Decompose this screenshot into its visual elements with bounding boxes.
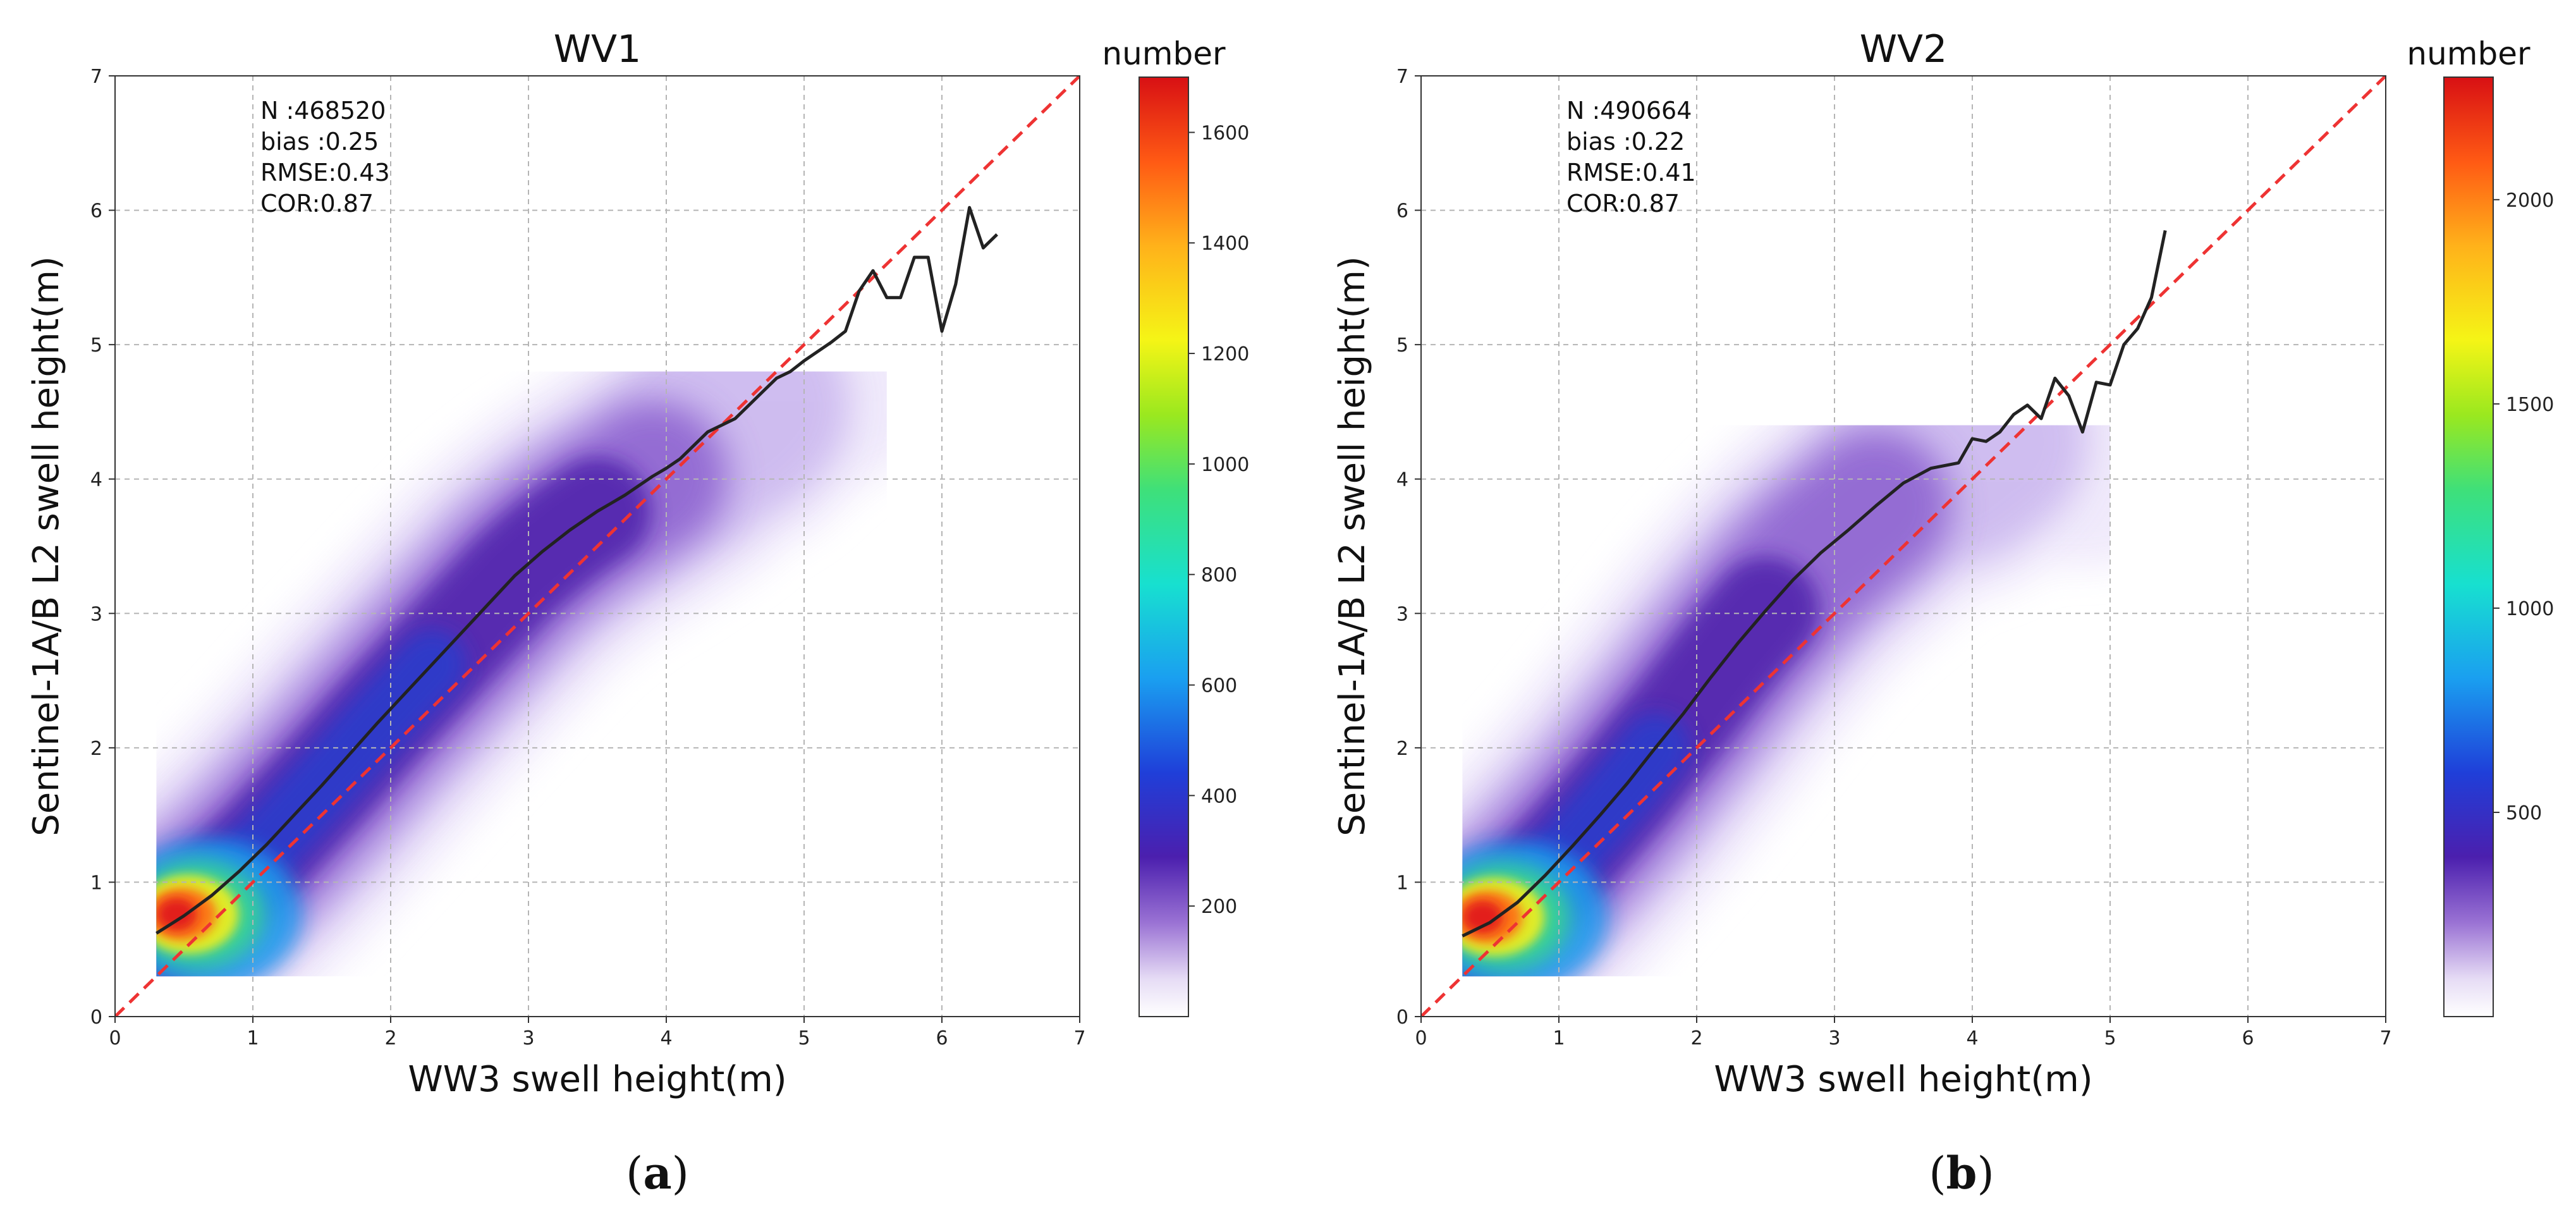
colorbar-label: number [1102,35,1226,72]
mean-line [156,205,998,935]
x-tick-label: 5 [798,1027,810,1049]
panel-label: (b) [1929,1147,1994,1199]
stats-n: N :468520 [260,97,386,125]
stats-box: N :490664 bias :0.22 RMSE:0.41 COR:0.87 [1566,97,1696,217]
x-tick-label: 7 [2379,1027,2391,1049]
x-tick-label: 7 [1073,1027,1085,1049]
colorbar-gradient [2443,76,2494,1017]
colorbar-tick-label: 1200 [1201,343,1249,365]
colorbar-tick-label: 1000 [1201,454,1249,476]
stats-cor: COR:0.87 [1566,190,1680,217]
axes-frame [114,75,1080,1017]
panel-label-letter: b [1946,1147,1977,1199]
x-tick-label: 5 [2104,1027,2116,1049]
colorbar-tick-label: 600 [1201,675,1237,697]
colorbar-tick-label: 400 [1201,785,1237,807]
grid-lines [115,76,1080,1017]
colorbar: 500 1000 1500 2000 [2443,76,2554,1017]
stats-n: N :490664 [1566,97,1692,125]
panel-label: (a) [626,1147,689,1199]
x-axis-label: WW3 swell height(m) [1714,1059,2092,1100]
x-tick-label: 0 [109,1027,121,1049]
x-tick-label: 6 [936,1027,948,1049]
y-tick-label: 7 [1396,66,1408,88]
y-tick-label: 3 [1396,603,1408,625]
y-tick-label: 7 [90,66,102,88]
y-axis-label: Sentinel-1A/B L2 swell height(m) [1332,256,1373,836]
colorbar-tick-label: 1500 [2506,394,2554,416]
y-tick-label: 5 [90,334,102,357]
y-tick-label: 4 [90,469,102,491]
colorbar-gradient [1138,76,1189,1017]
colorbar-tick-label: 1600 [1201,122,1249,144]
panel-label-close: ) [1977,1147,1994,1199]
grid-lines [1421,76,2386,1017]
x-axis-label: WW3 swell height(m) [408,1059,786,1100]
x-tick-label: 3 [522,1027,534,1049]
stats-rmse: RMSE:0.41 [1566,159,1696,187]
x-tick-label: 2 [1690,1027,1702,1049]
data-series [1421,76,2386,1017]
stats-bias: bias :0.25 [260,128,379,156]
y-tick-label: 0 [1396,1006,1408,1029]
colorbar-tick-label: 200 [1201,896,1237,918]
stats-bias: bias :0.22 [1566,128,1685,156]
y-tick-label: 1 [1396,872,1408,894]
panel-label-close: ) [672,1147,689,1199]
colorbar-tick-label: 1400 [1201,233,1249,255]
data-series [115,76,1080,1017]
y-tick-label: 2 [1396,738,1408,760]
stats-box: N :468520 bias :0.25 RMSE:0.43 COR:0.87 [260,97,390,217]
colorbar-label: number [2407,35,2530,72]
y-axis-label: Sentinel-1A/B L2 swell height(m) [26,256,67,836]
axes-frame [1420,75,2386,1017]
y-tick-label: 4 [1396,469,1408,491]
x-tick-label: 4 [1966,1027,1978,1049]
x-tick-label: 4 [660,1027,672,1049]
y-tick-label: 6 [90,200,102,223]
stats-cor: COR:0.87 [260,190,374,217]
one-to-one-line [115,76,1080,1017]
colorbar-tick-label: 1000 [2506,598,2554,620]
density-core-red [1462,900,1503,934]
panel-a: 0 1 2 3 4 5 6 7 0 1 2 3 4 5 6 7 WV1 WW3 swell height(m)… [26,27,1249,1199]
x-tick-label: 1 [247,1027,259,1049]
x-tick-label: 0 [1415,1027,1427,1049]
one-to-one-line [1421,76,2386,1017]
y-tick-label: 2 [90,738,102,760]
panel-label-letter: a [643,1147,671,1199]
y-tick-label: 6 [1396,200,1408,223]
x-tick-label: 6 [2242,1027,2254,1049]
density-core-red [156,898,197,931]
y-tick-label: 3 [90,603,102,625]
x-tick-label: 2 [384,1027,396,1049]
axis-ticks: 0 1 2 3 4 5 6 7 0 1 2 3 4 5 6 7 [1396,66,2392,1049]
colorbar-tick-label: 2000 [2506,190,2554,212]
mean-line [1462,229,2167,938]
x-tick-label: 3 [1828,1027,1840,1049]
panel-label-open: ( [626,1147,643,1199]
chart-title: WV2 [1860,27,1948,71]
colorbar: 200 400 600 800 1000 1200 1400 1600 [1138,76,1249,1017]
y-tick-label: 5 [1396,334,1408,357]
x-tick-label: 1 [1553,1027,1565,1049]
density-heatmap [156,371,887,977]
panel-b: 0 1 2 3 4 5 6 7 0 1 2 3 4 5 6 7 WV2 WW3 swell height(m)… [1332,27,2554,1199]
panel-label-open: ( [1929,1147,1946,1199]
y-tick-label: 0 [90,1006,102,1029]
stats-rmse: RMSE:0.43 [260,159,390,187]
colorbar-tick-label: 500 [2506,802,2542,824]
density-layer [156,371,887,977]
axis-ticks: 0 1 2 3 4 5 6 7 0 1 2 3 4 5 6 7 [90,66,1086,1049]
colorbar-tick-label: 800 [1201,565,1237,587]
chart-title: WV1 [554,27,642,71]
y-tick-label: 1 [90,872,102,894]
